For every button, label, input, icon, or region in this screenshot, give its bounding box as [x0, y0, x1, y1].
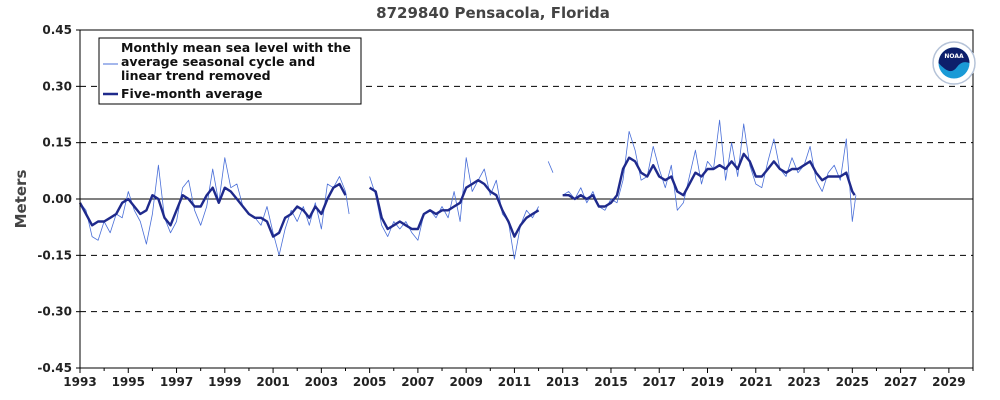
- legend-label-monthly-line1: Monthly mean sea level with the: [121, 40, 351, 55]
- series-five-month-line: [78, 152, 856, 238]
- x-tick-label: 2011: [498, 375, 531, 389]
- x-tick-label: 2003: [305, 375, 338, 389]
- y-tick-label: 0.30: [42, 79, 72, 93]
- x-tick-label: 1997: [160, 375, 193, 389]
- y-tick-label: -0.45: [37, 361, 72, 375]
- x-tick-label: 1993: [63, 375, 96, 389]
- x-tick-label: 2017: [643, 375, 676, 389]
- x-tick-label: 2025: [836, 375, 869, 389]
- chart-title: 8729840 Pensacola, Florida: [376, 4, 610, 22]
- x-tick-label: 2021: [739, 375, 772, 389]
- noaa-logo: NOAA: [932, 41, 976, 85]
- noaa-logo-bird: [938, 47, 970, 72]
- noaa-logo-text: NOAA: [944, 53, 964, 60]
- x-tick-label: 2015: [594, 375, 627, 389]
- x-tick-label: 1999: [208, 375, 241, 389]
- legend-label-monthly-line2: average seasonal cycle and: [121, 54, 315, 69]
- x-tick-label: 1995: [112, 375, 145, 389]
- y-tick-label: 0.00: [42, 192, 72, 206]
- x-tick-label: 2005: [353, 375, 386, 389]
- legend-box: [98, 37, 362, 105]
- legend-label-monthly: Monthly mean sea level with the average …: [121, 40, 355, 83]
- x-axis-ticks: 1993 1995 1997 1999 2001 2003 2005 2007 2009 2011…: [63, 368, 974, 389]
- series-monthly-line: [79, 119, 857, 260]
- y-axis-label: Meters: [12, 170, 30, 229]
- y-tick-label: -0.30: [37, 305, 72, 319]
- x-tick-label: 2007: [401, 375, 434, 389]
- series-group: [78, 119, 857, 260]
- x-tick-label: 2013: [546, 375, 579, 389]
- x-tick-label: 2009: [449, 375, 482, 389]
- grid-lines: [80, 85, 973, 313]
- x-tick-label: 2019: [691, 375, 724, 389]
- y-tick-label: 0.15: [42, 136, 72, 150]
- legend-label-average: Five-month average: [121, 86, 262, 101]
- x-tick-label: 2023: [787, 375, 820, 389]
- legend: Monthly mean sea level with the average …: [98, 37, 362, 105]
- legend-label-monthly-line3: linear trend removed: [121, 68, 271, 83]
- y-axis-ticks: 0.45 0.30 0.15 0.00 -0.15 -0.30 -0.45: [37, 23, 80, 375]
- y-tick-label: 0.45: [42, 23, 72, 37]
- y-tick-label: -0.15: [37, 248, 72, 262]
- x-tick-label: 2027: [884, 375, 917, 389]
- x-tick-label: 2001: [256, 375, 289, 389]
- x-tick-label: 2029: [932, 375, 965, 389]
